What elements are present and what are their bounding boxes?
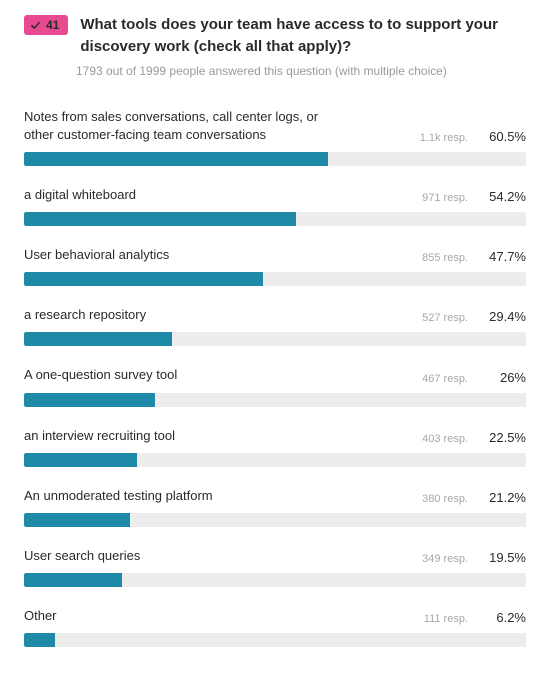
option-percent: 22.5%: [478, 430, 526, 445]
bar-track: [24, 393, 526, 407]
option-row: User search queries 349 resp. 19.5%: [24, 547, 526, 587]
option-row: a digital whiteboard 971 resp. 54.2%: [24, 186, 526, 226]
option-label: User search queries: [24, 547, 324, 565]
question-number: 41: [46, 18, 59, 32]
option-top: User search queries 349 resp. 19.5%: [24, 547, 526, 565]
option-label: an interview recruiting tool: [24, 427, 324, 445]
options-list: Notes from sales conversations, call cen…: [24, 108, 526, 648]
option-row: an interview recruiting tool 403 resp. 22.…: [24, 427, 526, 467]
option-response-count: 467 resp.: [422, 373, 468, 385]
option-response-count: 971 resp.: [422, 192, 468, 204]
bar-fill: [24, 152, 328, 166]
option-label: Other: [24, 607, 324, 625]
option-label: Notes from sales conversations, call cen…: [24, 108, 324, 144]
option-response-count: 403 resp.: [422, 433, 468, 445]
question-meta: 1793 out of 1999 people answered this qu…: [76, 64, 526, 78]
bar-track: [24, 272, 526, 286]
option-top: a digital whiteboard 971 resp. 54.2%: [24, 186, 526, 204]
bar-fill: [24, 513, 130, 527]
option-top: An unmoderated testing platform 380 resp.…: [24, 487, 526, 505]
option-percent: 6.2%: [478, 610, 526, 625]
bar-fill: [24, 212, 296, 226]
option-row: a research repository 527 resp. 29.4%: [24, 306, 526, 346]
option-row: User behavioral analytics 855 resp. 47.7%: [24, 246, 526, 286]
bar-fill: [24, 453, 137, 467]
option-response-count: 380 resp.: [422, 493, 468, 505]
option-label: An unmoderated testing platform: [24, 487, 324, 505]
bar-fill: [24, 272, 263, 286]
option-percent: 19.5%: [478, 550, 526, 565]
option-response-count: 111 resp.: [424, 613, 468, 625]
bar-fill: [24, 573, 122, 587]
bar-track: [24, 212, 526, 226]
option-top: an interview recruiting tool 403 resp. 22.…: [24, 427, 526, 445]
option-percent: 47.7%: [478, 249, 526, 264]
option-percent: 21.2%: [478, 490, 526, 505]
option-label: a digital whiteboard: [24, 186, 324, 204]
check-icon: [30, 20, 41, 31]
option-row: A one-question survey tool 467 resp. 26%: [24, 366, 526, 406]
option-label: User behavioral analytics: [24, 246, 324, 264]
option-label: A one-question survey tool: [24, 366, 324, 384]
option-top: User behavioral analytics 855 resp. 47.7%: [24, 246, 526, 264]
bar-track: [24, 453, 526, 467]
option-response-count: 349 resp.: [422, 553, 468, 565]
option-top: A one-question survey tool 467 resp. 26%: [24, 366, 526, 384]
question-header: 41 What tools does your team have access…: [24, 14, 526, 58]
option-row: Other 111 resp. 6.2%: [24, 607, 526, 647]
question-title: What tools does your team have access to…: [80, 14, 526, 58]
option-label: a research repository: [24, 306, 324, 324]
option-percent: 60.5%: [478, 129, 526, 144]
option-row: Notes from sales conversations, call cen…: [24, 108, 526, 166]
bar-fill: [24, 633, 55, 647]
option-response-count: 855 resp.: [422, 252, 468, 264]
option-percent: 26%: [478, 370, 526, 385]
bar-track: [24, 152, 526, 166]
bar-fill: [24, 332, 172, 346]
bar-fill: [24, 393, 155, 407]
option-percent: 54.2%: [478, 189, 526, 204]
option-top: Other 111 resp. 6.2%: [24, 607, 526, 625]
option-top: a research repository 527 resp. 29.4%: [24, 306, 526, 324]
option-response-count: 1.1k resp.: [420, 132, 468, 144]
bar-track: [24, 573, 526, 587]
question-number-badge: 41: [24, 15, 68, 35]
option-percent: 29.4%: [478, 309, 526, 324]
bar-track: [24, 633, 526, 647]
bar-track: [24, 332, 526, 346]
bar-track: [24, 513, 526, 527]
option-row: An unmoderated testing platform 380 resp.…: [24, 487, 526, 527]
option-top: Notes from sales conversations, call cen…: [24, 108, 526, 144]
option-response-count: 527 resp.: [422, 312, 468, 324]
